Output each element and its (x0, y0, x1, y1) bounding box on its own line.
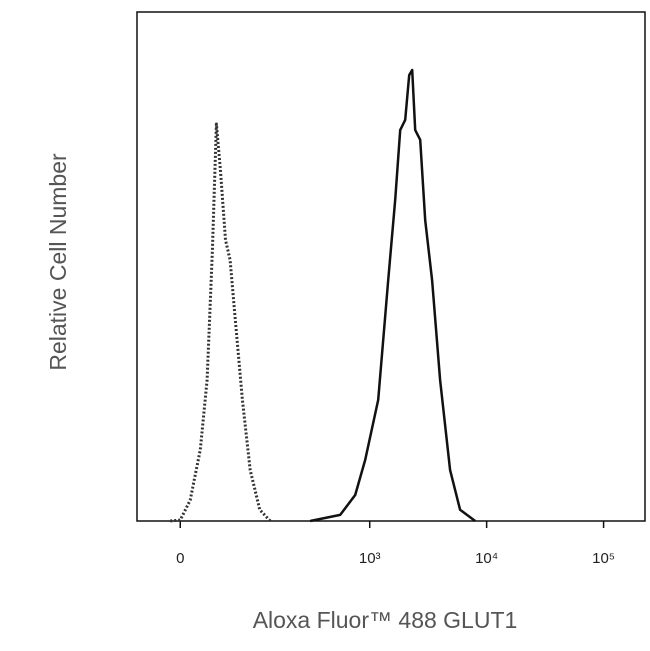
histogram-curve (309, 68, 476, 523)
histogram-curve (170, 122, 272, 523)
x-tick-label: 10⁵ (592, 550, 615, 567)
x-axis-label: Aloxa Fluor™ 488 GLUT1 (253, 607, 518, 633)
x-tick-label: 10⁴ (475, 550, 498, 567)
y-axis-label: Relative Cell Number (45, 153, 71, 371)
x-tick-label: 10³ (359, 550, 381, 567)
x-tick-label: 0 (176, 550, 184, 567)
plot-frame (136, 11, 646, 522)
